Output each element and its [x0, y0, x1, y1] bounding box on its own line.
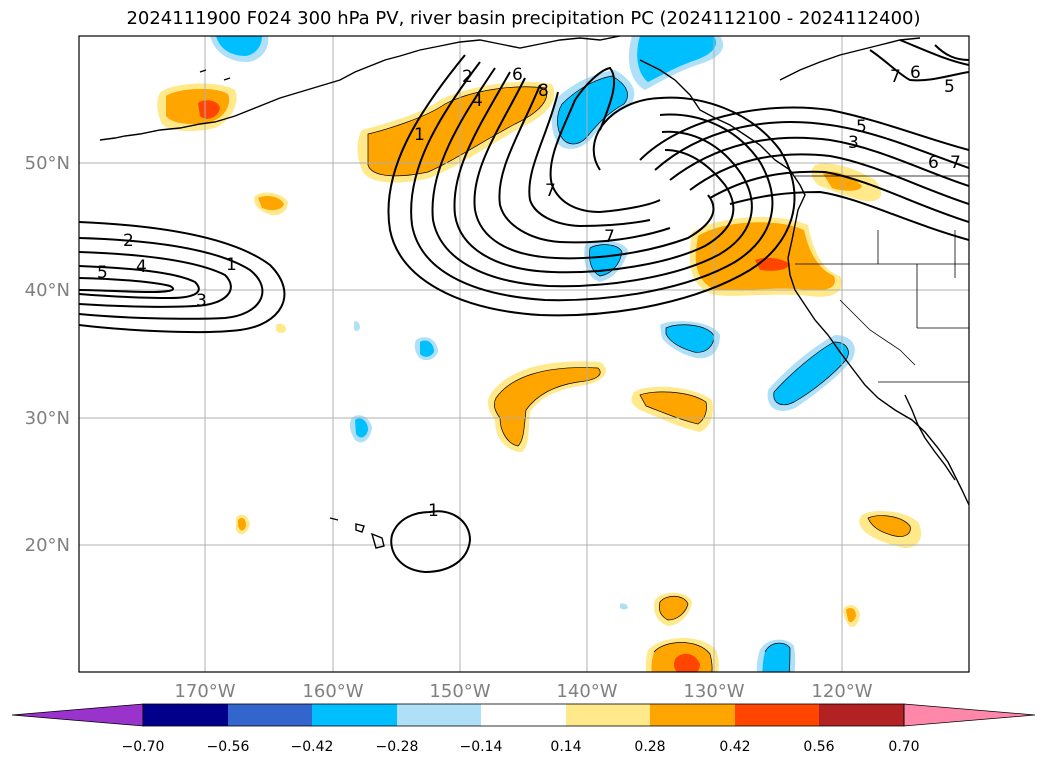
contour-labels: 2 4 5 3 1 1 2 4 6 8 7 7 5 3 6 7 7 6 5 1 — [97, 63, 961, 521]
colorbar-swatch — [397, 704, 481, 726]
contour-label: 7 — [950, 153, 961, 173]
map-title: 2024111900 F024 300 hPa PV, river basin … — [126, 8, 921, 29]
contour-label: 3 — [196, 291, 207, 311]
colorbar-swatch — [312, 704, 397, 726]
colorbar-arrow-left — [11, 703, 144, 727]
colorbar-tick: −0.14 — [460, 739, 503, 755]
colorbar-swatch — [819, 704, 904, 726]
contour-label: 1 — [226, 255, 237, 275]
colorbar-swatch — [143, 704, 228, 726]
lat-label: 40°N — [25, 280, 70, 301]
colorbar-tick: 0.14 — [550, 739, 581, 755]
positive-shading — [157, 81, 922, 672]
colorbar-arrow-right — [903, 703, 1036, 727]
colorbar-tick: 0.28 — [634, 739, 665, 755]
colorbar — [11, 703, 1036, 727]
shading-outlines — [367, 75, 911, 672]
colorbar-tick: −0.42 — [291, 739, 334, 755]
contour-label: 7 — [890, 67, 901, 87]
contour-label: 2 — [123, 231, 134, 251]
borders — [795, 175, 969, 383]
negative-shading — [210, 36, 855, 672]
lon-labels: 170°W 160°W 150°W 140°W 130°W 120°W — [174, 681, 872, 702]
colorbar-frame — [142, 703, 905, 727]
contour-label: 7 — [545, 181, 556, 201]
pv-contours — [79, 39, 969, 574]
colorbar-swatch — [735, 704, 819, 726]
colorbar-tick: −0.70 — [122, 739, 165, 755]
lon-label: 140°W — [556, 681, 617, 702]
contour-label: 7 — [604, 227, 615, 247]
contour-label: 4 — [136, 257, 147, 277]
contour-label: 8 — [538, 81, 549, 101]
plot-frame — [78, 35, 970, 673]
contour-label: 6 — [928, 153, 939, 173]
lat-label: 50°N — [25, 153, 70, 174]
contour-label: 6 — [512, 65, 523, 85]
colorbar-ticks: −0.70 −0.56 −0.42 −0.28 −0.14 0.14 0.28 … — [122, 739, 920, 755]
lon-label: 160°W — [302, 681, 363, 702]
colorbar-swatch — [566, 704, 650, 726]
lat-label: 20°N — [25, 535, 70, 556]
lon-label: 170°W — [174, 681, 235, 702]
colorbar-tick: −0.28 — [376, 739, 419, 755]
lon-label: 150°W — [429, 681, 490, 702]
contour-label: 1 — [428, 501, 439, 521]
lon-label: 120°W — [811, 681, 872, 702]
contour-label: 4 — [472, 91, 483, 111]
lat-label: 30°N — [25, 408, 70, 429]
colorbar-tick: 0.42 — [719, 739, 750, 755]
colorbar-swatch — [650, 704, 735, 726]
coastlines — [99, 36, 969, 549]
lon-label: 130°W — [683, 681, 744, 702]
contour-label: 6 — [910, 63, 921, 83]
contour-label: 1 — [414, 125, 425, 145]
colorbar-swatch — [481, 704, 566, 726]
colorbar-tick: −0.56 — [207, 739, 250, 755]
colorbar-tick: 0.56 — [803, 739, 834, 755]
colorbar-tick: 0.70 — [888, 739, 919, 755]
contour-label: 2 — [462, 67, 473, 87]
colorbar-swatch — [228, 704, 312, 726]
contour-label: 5 — [856, 117, 867, 137]
contour-label: 5 — [97, 263, 108, 283]
contour-label: 3 — [848, 133, 859, 153]
contour-label: 5 — [944, 77, 955, 97]
lat-labels: 20°N 30°N 40°N 50°N — [25, 153, 70, 556]
